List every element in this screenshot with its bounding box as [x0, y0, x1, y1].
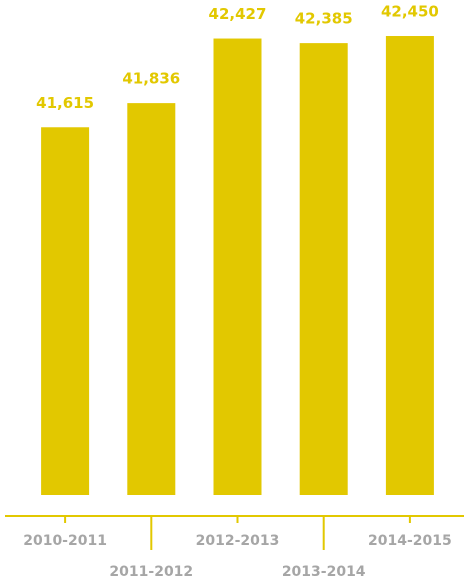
- bar: [385, 36, 434, 495]
- value-label: 42,450: [381, 3, 439, 21]
- x-tick-label: 2010-2011: [23, 533, 107, 549]
- x-tick-label: 2013-2014: [282, 564, 366, 580]
- bar: [41, 127, 90, 495]
- bar: [213, 38, 262, 495]
- value-label: 41,836: [122, 70, 180, 88]
- x-tick-label: 2011-2012: [109, 564, 193, 580]
- bar: [127, 103, 176, 495]
- x-tick-label: 2012-2013: [196, 533, 280, 549]
- bar: [299, 43, 348, 496]
- value-label: 42,385: [295, 10, 353, 28]
- value-label: 41,615: [36, 94, 94, 112]
- x-tick-label: 2014-2015: [368, 533, 452, 549]
- value-label: 42,427: [209, 5, 267, 23]
